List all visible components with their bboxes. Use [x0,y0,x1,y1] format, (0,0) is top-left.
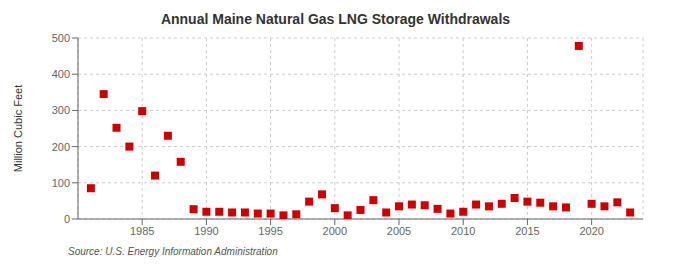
svg-text:1990: 1990 [194,225,218,237]
svg-text:Million Cubic Feet: Million Cubic Feet [12,85,24,172]
html-text:Source: U.S. Energy Informatio: Source: U.S. Energy Information Administ… [68,246,278,257]
svg-text:2005: 2005 [387,225,411,237]
svg-text:2020: 2020 [579,225,603,237]
svg-text:1995: 1995 [258,225,282,237]
html-text:Annual Maine Natural Gas LNG S: Annual Maine Natural Gas LNG Storage Wit… [160,11,511,27]
svg-text:500: 500 [52,32,70,44]
svg-text:2015: 2015 [515,225,539,237]
svg-text:2010: 2010 [451,225,475,237]
svg-text:0: 0 [64,213,70,225]
svg-text:300: 300 [52,104,70,116]
svg-text:1985: 1985 [130,225,154,237]
svg-text:400: 400 [52,68,70,80]
svg-text:200: 200 [52,141,70,153]
svg-text:100: 100 [52,177,70,189]
svg-text:2000: 2000 [323,225,347,237]
